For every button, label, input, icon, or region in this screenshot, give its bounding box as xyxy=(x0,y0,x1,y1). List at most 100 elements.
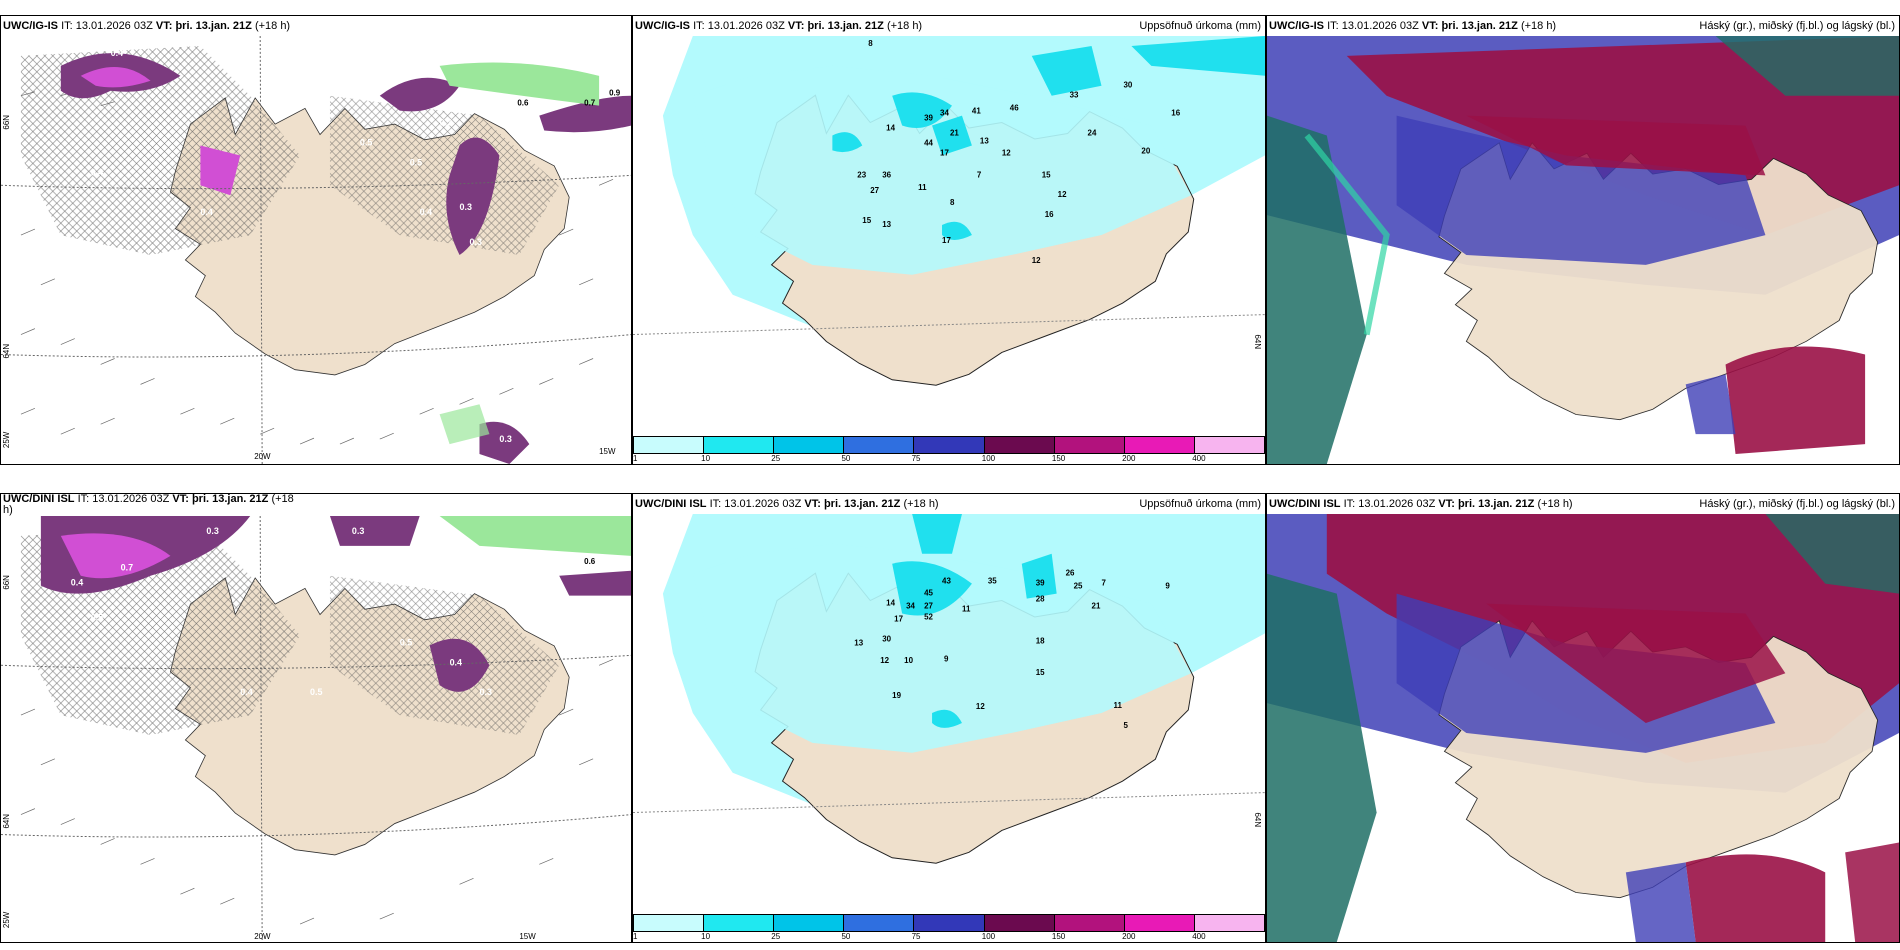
grid-label-25w: 25W xyxy=(2,431,11,448)
precip-value: 21 xyxy=(1092,602,1101,611)
lead-time: (+18 h) xyxy=(1520,20,1557,32)
precip-value: 13 xyxy=(882,220,891,229)
precip-value: 13 xyxy=(854,638,863,647)
precip-value: 13 xyxy=(980,136,989,145)
precip-value: 46 xyxy=(1010,104,1019,113)
precip-legend: 1 10 25 50 75 100 150 200 400 xyxy=(633,914,1265,942)
precip-value: 0.5 xyxy=(91,613,103,623)
legend-tick: 1 xyxy=(633,932,638,941)
precip-value: 45 xyxy=(924,589,933,598)
precip-value: 17 xyxy=(894,614,903,623)
it-value: 13.01.2026 03Z xyxy=(75,20,153,32)
it-label: IT: xyxy=(693,20,705,32)
legend-swatch xyxy=(634,437,705,453)
precip-value: 0.4 xyxy=(111,48,123,58)
precip-value: 12 xyxy=(976,702,985,711)
lead-time: (+18 h) xyxy=(903,498,939,510)
precip-value: 0.5 xyxy=(410,157,422,167)
legend-swatch xyxy=(1124,915,1195,931)
precip-value: 17 xyxy=(942,236,951,245)
grid-label-64n: 64N xyxy=(1253,335,1262,350)
precip-value: 33 xyxy=(1070,91,1079,100)
panel-title: Háský (gr.), miðský (fj.bl.) og lágský (… xyxy=(1699,20,1895,32)
it-label: IT: xyxy=(709,498,722,510)
panel-header: UWC/DINI ISL IT: 13.01.2026 03Z VT: þri.… xyxy=(1267,494,1899,514)
legend-swatch xyxy=(984,915,1055,931)
legend-tick: 10 xyxy=(701,454,711,463)
grid-label-15w: 15W xyxy=(519,932,536,941)
panel-top-right: UWC/IG-IS IT: 13.01.2026 03Z VT: þri. 13… xyxy=(1266,15,1900,465)
panel-bottom-middle: UWC/DINI ISL IT: 13.01.2026 03Z VT: þri.… xyxy=(632,493,1266,943)
legend-tick: 50 xyxy=(841,454,851,463)
panel-top-middle: UWC/IG-IS IT: 13.01.2026 03Z VT: þri. 13… xyxy=(632,15,1266,465)
vt-value: þri. 13.jan. 21Z xyxy=(191,493,269,505)
model-name: UWC/DINI ISL xyxy=(635,498,707,510)
precip-value: 26 xyxy=(1066,569,1075,578)
grid-label-64n: 64N xyxy=(2,344,11,359)
vt-value: þri. 13.jan. 21Z xyxy=(1457,498,1535,510)
grid-label-64n: 64N xyxy=(1253,813,1262,828)
precip-value: 24 xyxy=(1088,129,1097,138)
legend-tick: 1 xyxy=(633,454,638,463)
legend-swatch xyxy=(984,437,1055,453)
legend-swatch xyxy=(774,437,845,453)
legend-tick: 75 xyxy=(911,454,921,463)
panel-top-left: UWC/IG-IS IT: 13.01.2026 03Z VT: þri. 13… xyxy=(0,15,632,465)
legend-tick: 200 xyxy=(1122,932,1136,941)
precip-value: 11 xyxy=(1113,701,1122,710)
legend-swatch xyxy=(1054,915,1125,931)
it-label: IT: xyxy=(77,493,90,505)
model-name: UWC/IG-IS xyxy=(1269,20,1324,32)
precip-value: 15 xyxy=(862,216,871,225)
model-name: UWC/IG-IS xyxy=(635,20,690,32)
legend-tick: 25 xyxy=(771,932,781,941)
precip-value: 8 xyxy=(868,39,873,48)
precip-value: 20 xyxy=(1141,146,1150,155)
precip-value: 25 xyxy=(1074,582,1083,591)
panel-title: Uppsöfnuð úrkoma (mm) xyxy=(1139,20,1261,32)
legend-swatch xyxy=(844,915,915,931)
precip-value: 27 xyxy=(870,186,879,195)
legend-ticks: 1 10 25 50 75 100 150 200 400 xyxy=(633,454,1265,464)
precip-value: 9 xyxy=(944,654,949,663)
precip-value: 0.3 xyxy=(460,202,472,212)
legend-swatch xyxy=(844,437,915,453)
precip-value: 0.3 xyxy=(440,118,452,128)
precip-value: 0.4 xyxy=(420,207,432,217)
precip-value: 41 xyxy=(972,107,981,116)
precip-value: 0.6 xyxy=(517,99,529,108)
vt-value: þri. 13.jan. 21Z xyxy=(175,20,252,32)
precip-value: 34 xyxy=(906,602,915,611)
panel-header: UWC/IG-IS IT: 13.01.2026 03Z VT: þri. 13… xyxy=(633,16,1265,36)
precip-value: 11 xyxy=(962,605,971,614)
precip-value: 7 xyxy=(977,170,982,179)
legend-tick: 100 xyxy=(981,932,996,941)
precip-value: 21 xyxy=(950,129,959,138)
panel-header: UWC/DINI ISL IT: 13.01.2026 03Z VT: þri.… xyxy=(1,494,631,516)
precip-value: 12 xyxy=(1002,148,1011,157)
map-area xyxy=(1267,36,1899,464)
legend-colorbar xyxy=(633,436,1265,454)
legend-swatch xyxy=(914,915,985,931)
precip-value: 15 xyxy=(1036,668,1045,677)
precip-value: 17 xyxy=(940,148,949,157)
it-value: 13.01.2026 03Z xyxy=(92,493,170,505)
precip-value: 0.5 xyxy=(340,68,352,78)
model-name: UWC/IG-IS xyxy=(3,20,58,32)
legend-swatch xyxy=(1194,437,1264,453)
legend-tick: 25 xyxy=(771,454,781,463)
map-area: 66N 64N 25W 20W 15W 0.4 0.7 0.3 0.3 0.6 … xyxy=(1,516,631,942)
it-value: 13.01.2026 03Z xyxy=(1341,20,1419,32)
precip-value: 8 xyxy=(950,198,955,207)
precip-value: 5 xyxy=(1123,721,1128,730)
precip-value: 14 xyxy=(886,599,895,608)
vt-label: VT: xyxy=(1421,20,1439,32)
legend-swatch xyxy=(774,915,845,931)
precip-value: 0.3 xyxy=(352,526,364,536)
panel-header: UWC/DINI ISL IT: 13.01.2026 03Z VT: þri.… xyxy=(633,494,1265,514)
precip-value: 0.5 xyxy=(360,137,372,147)
precip-value: 0.4 xyxy=(240,687,252,697)
precip-value: 7 xyxy=(1102,579,1107,588)
precip-value: 28 xyxy=(1036,595,1045,604)
vt-value: þri. 13.jan. 21Z xyxy=(823,498,901,510)
